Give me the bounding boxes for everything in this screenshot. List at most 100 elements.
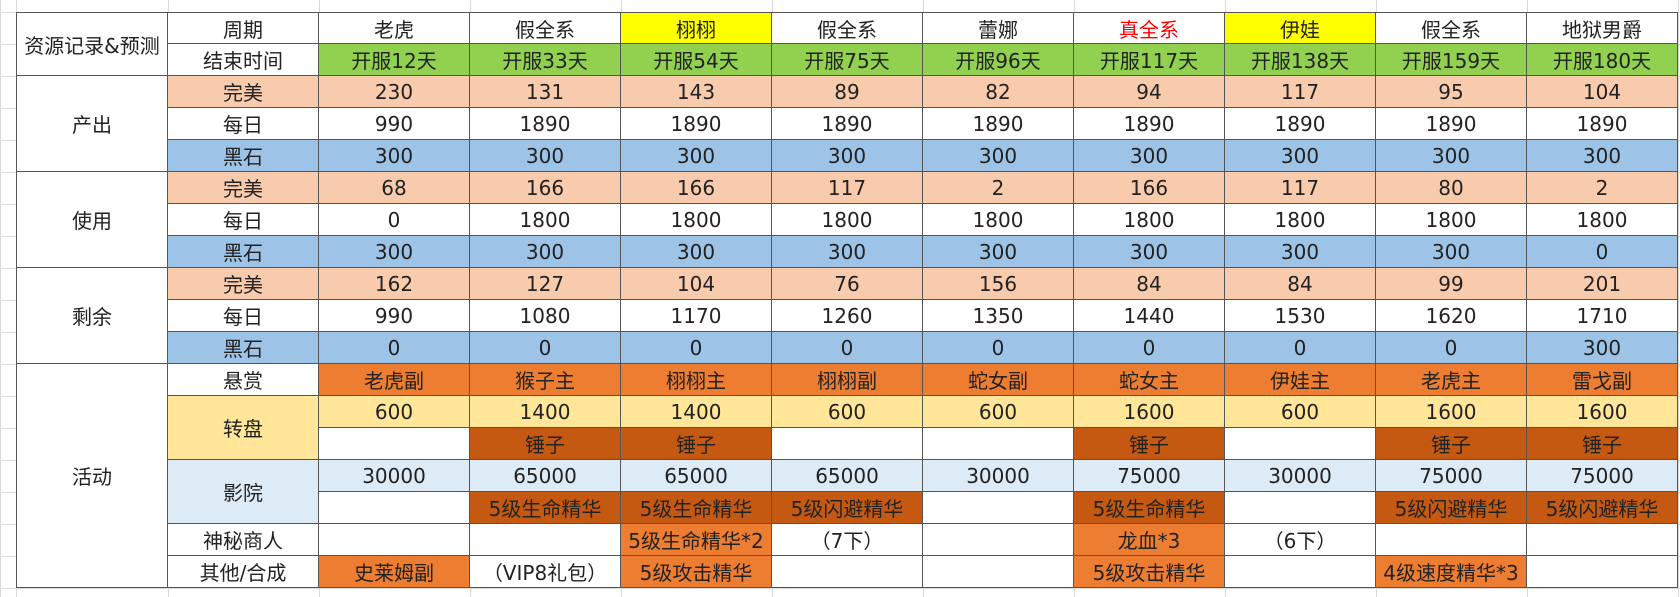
sheet-title[interactable]: 资源记录&预测 <box>16 12 168 76</box>
merchant-cell[interactable] <box>1376 524 1527 556</box>
table-cell[interactable]: 300 <box>1225 140 1376 172</box>
table-cell[interactable]: 117 <box>1225 172 1376 204</box>
row-label-1-2[interactable]: 黑石 <box>168 236 319 268</box>
merchant-cell[interactable]: （7下） <box>772 524 923 556</box>
table-cell[interactable]: 1350 <box>923 300 1074 332</box>
table-cell[interactable]: 300 <box>1527 332 1678 364</box>
table-cell[interactable]: 1800 <box>1376 204 1527 236</box>
cinema-item-cell[interactable] <box>923 492 1074 524</box>
table-cell[interactable]: 300 <box>1527 140 1678 172</box>
bounty-cell[interactable]: 蛇女副 <box>923 364 1074 396</box>
column-header-6[interactable]: 伊娃 <box>1225 12 1376 44</box>
cinema-item-cell[interactable] <box>319 492 470 524</box>
table-cell[interactable]: 300 <box>772 140 923 172</box>
cinema-amount-cell[interactable]: 75000 <box>1527 460 1678 492</box>
wheel-item-cell[interactable] <box>319 428 470 460</box>
table-cell[interactable]: 80 <box>1376 172 1527 204</box>
table-cell[interactable]: 300 <box>319 236 470 268</box>
column-header-0[interactable]: 老虎 <box>319 12 470 44</box>
table-cell[interactable]: 84 <box>1225 268 1376 300</box>
table-cell[interactable]: 0 <box>772 332 923 364</box>
merchant-cell[interactable] <box>319 524 470 556</box>
row-label-2-0[interactable]: 完美 <box>168 268 319 300</box>
wheel-item-cell[interactable] <box>1225 428 1376 460</box>
wheel-amount-cell[interactable]: 600 <box>1225 396 1376 428</box>
table-cell[interactable]: 95 <box>1376 76 1527 108</box>
bounty-cell[interactable]: 栩栩主 <box>621 364 772 396</box>
column-header-7[interactable]: 假全系 <box>1376 12 1527 44</box>
table-cell[interactable]: 166 <box>470 172 621 204</box>
table-cell[interactable]: 1890 <box>1376 108 1527 140</box>
table-cell[interactable]: 68 <box>319 172 470 204</box>
wheel-amount-cell[interactable]: 600 <box>923 396 1074 428</box>
end-time-2[interactable]: 开服54天 <box>621 44 772 76</box>
cinema-item-cell[interactable]: 5级生命精华 <box>1074 492 1225 524</box>
cinema-amount-cell[interactable]: 65000 <box>621 460 772 492</box>
row-label-2-1[interactable]: 每日 <box>168 300 319 332</box>
table-cell[interactable]: 0 <box>621 332 772 364</box>
cinema-item-cell[interactable]: 5级闪避精华 <box>1376 492 1527 524</box>
table-cell[interactable]: 1710 <box>1527 300 1678 332</box>
other-cell[interactable]: 4级速度精华*3 <box>1376 556 1527 588</box>
wheel-amount-cell[interactable]: 1600 <box>1527 396 1678 428</box>
table-cell[interactable]: 117 <box>1225 76 1376 108</box>
wheel-item-cell[interactable]: 锤子 <box>1074 428 1225 460</box>
other-cell[interactable]: （VIP8礼包） <box>470 556 621 588</box>
table-cell[interactable]: 1800 <box>470 204 621 236</box>
row-label-0-1[interactable]: 每日 <box>168 108 319 140</box>
activity-label[interactable]: 活动 <box>16 364 168 588</box>
end-time-7[interactable]: 开服159天 <box>1376 44 1527 76</box>
bounty-cell[interactable]: 蛇女主 <box>1074 364 1225 396</box>
table-cell[interactable]: 1080 <box>470 300 621 332</box>
table-cell[interactable]: 166 <box>1074 172 1225 204</box>
wheel-amount-cell[interactable]: 600 <box>772 396 923 428</box>
wheel-amount-cell[interactable]: 1400 <box>621 396 772 428</box>
merchant-cell[interactable]: 5级生命精华*2 <box>621 524 772 556</box>
cinema-item-cell[interactable]: 5级闪避精华 <box>1527 492 1678 524</box>
other-cell[interactable] <box>923 556 1074 588</box>
row-label-0-2[interactable]: 黑石 <box>168 140 319 172</box>
cinema-item-cell[interactable]: 5级闪避精华 <box>772 492 923 524</box>
table-cell[interactable]: 0 <box>1225 332 1376 364</box>
table-cell[interactable]: 0 <box>319 204 470 236</box>
table-cell[interactable]: 84 <box>1074 268 1225 300</box>
table-cell[interactable]: 1530 <box>1225 300 1376 332</box>
table-cell[interactable]: 1800 <box>923 204 1074 236</box>
table-cell[interactable]: 300 <box>772 236 923 268</box>
table-cell[interactable]: 1800 <box>621 204 772 236</box>
group-label-2[interactable]: 剩余 <box>16 268 168 364</box>
end-time-5[interactable]: 开服117天 <box>1074 44 1225 76</box>
row-label-1-0[interactable]: 完美 <box>168 172 319 204</box>
merchant-cell[interactable]: 龙血*3 <box>1074 524 1225 556</box>
column-header-2[interactable]: 栩栩 <box>621 12 772 44</box>
table-cell[interactable]: 2 <box>923 172 1074 204</box>
end-time-label[interactable]: 结束时间 <box>168 44 319 76</box>
table-cell[interactable]: 99 <box>1376 268 1527 300</box>
table-cell[interactable]: 1800 <box>1074 204 1225 236</box>
column-header-8[interactable]: 地狱男爵 <box>1527 12 1678 44</box>
bounty-cell[interactable]: 伊娃主 <box>1225 364 1376 396</box>
row-label-2-2[interactable]: 黑石 <box>168 332 319 364</box>
table-cell[interactable]: 300 <box>1376 236 1527 268</box>
row-label-1-1[interactable]: 每日 <box>168 204 319 236</box>
bounty-cell[interactable]: 雷戈副 <box>1527 364 1678 396</box>
wheel-item-cell[interactable]: 锤子 <box>621 428 772 460</box>
other-cell[interactable]: 5级攻击精华 <box>621 556 772 588</box>
table-cell[interactable]: 82 <box>923 76 1074 108</box>
table-cell[interactable]: 1890 <box>621 108 772 140</box>
cinema-label[interactable]: 影院 <box>168 460 319 524</box>
table-cell[interactable]: 0 <box>923 332 1074 364</box>
cinema-amount-cell[interactable]: 30000 <box>923 460 1074 492</box>
wheel-label[interactable]: 转盘 <box>168 396 319 460</box>
merchant-cell[interactable] <box>923 524 1074 556</box>
cinema-amount-cell[interactable]: 65000 <box>772 460 923 492</box>
table-cell[interactable]: 300 <box>319 140 470 172</box>
table-cell[interactable]: 127 <box>470 268 621 300</box>
cinema-item-cell[interactable]: 5级生命精华 <box>621 492 772 524</box>
table-cell[interactable]: 0 <box>319 332 470 364</box>
table-cell[interactable]: 300 <box>470 140 621 172</box>
end-time-3[interactable]: 开服75天 <box>772 44 923 76</box>
wheel-amount-cell[interactable]: 1600 <box>1074 396 1225 428</box>
end-time-4[interactable]: 开服96天 <box>923 44 1074 76</box>
column-header-4[interactable]: 蕾娜 <box>923 12 1074 44</box>
